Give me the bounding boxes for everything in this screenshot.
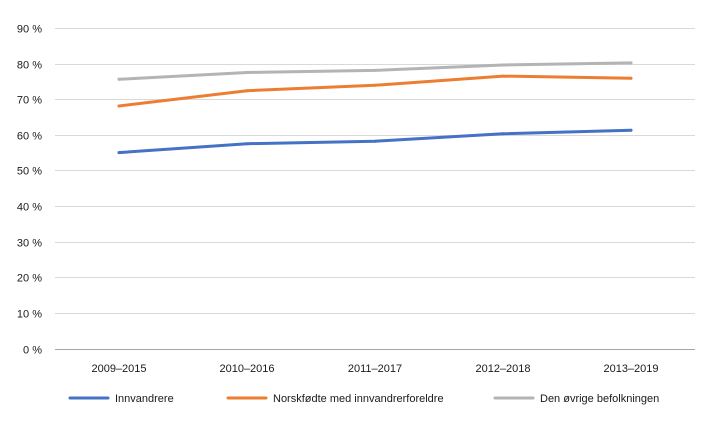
y-tick-label: 40 % [17,202,42,214]
legend-label: Norskfødte med innvandrerforeldre [273,393,444,405]
y-tick-label: 80 % [17,60,42,72]
y-axis-ticks: 0 % 10 % 20 % 30 % 40 % 50 % 60 % 70 % 80 % 90 % [17,24,42,357]
data-point [117,151,121,155]
y-tick-label: 70 % [17,95,42,107]
y-tick-label: 20 % [17,273,42,285]
data-point [245,142,249,146]
series-lines [117,61,633,155]
y-tick-label: 90 % [17,24,42,36]
legend: Innvandrere Norskfødte med innvandrerfore… [68,393,659,405]
data-point [373,139,377,143]
y-tick-label: 0 % [23,345,42,357]
y-tick-label: 10 % [17,309,42,321]
y-tick-label: 50 % [17,166,42,178]
x-tick-label: 2010–2016 [219,363,274,375]
data-point [373,68,377,72]
y-tick-label: 30 % [17,238,42,250]
legend-label: Innvandrere [115,393,174,405]
legend-label: Den øvrige befolkningen [540,393,659,405]
x-axis-ticks: 2009–2015 2010–2016 2011–2017 2012–2018 2013… [91,363,658,375]
data-point [117,77,121,81]
x-tick-label: 2009–2015 [91,363,146,375]
data-point [501,74,505,78]
series-line-2 [117,74,633,108]
data-point [245,89,249,93]
gridlines [55,28,695,350]
data-point [501,63,505,67]
data-point [245,71,249,74]
data-point [373,83,377,87]
y-tick-label: 60 % [17,131,42,143]
data-point [629,128,633,132]
x-tick-label: 2012–2018 [475,363,530,375]
x-tick-label: 2011–2017 [348,363,402,375]
data-point [629,61,633,65]
x-tick-label: 2013–2019 [603,363,658,375]
data-point [629,76,633,80]
data-point [501,132,505,136]
data-point [117,104,121,108]
